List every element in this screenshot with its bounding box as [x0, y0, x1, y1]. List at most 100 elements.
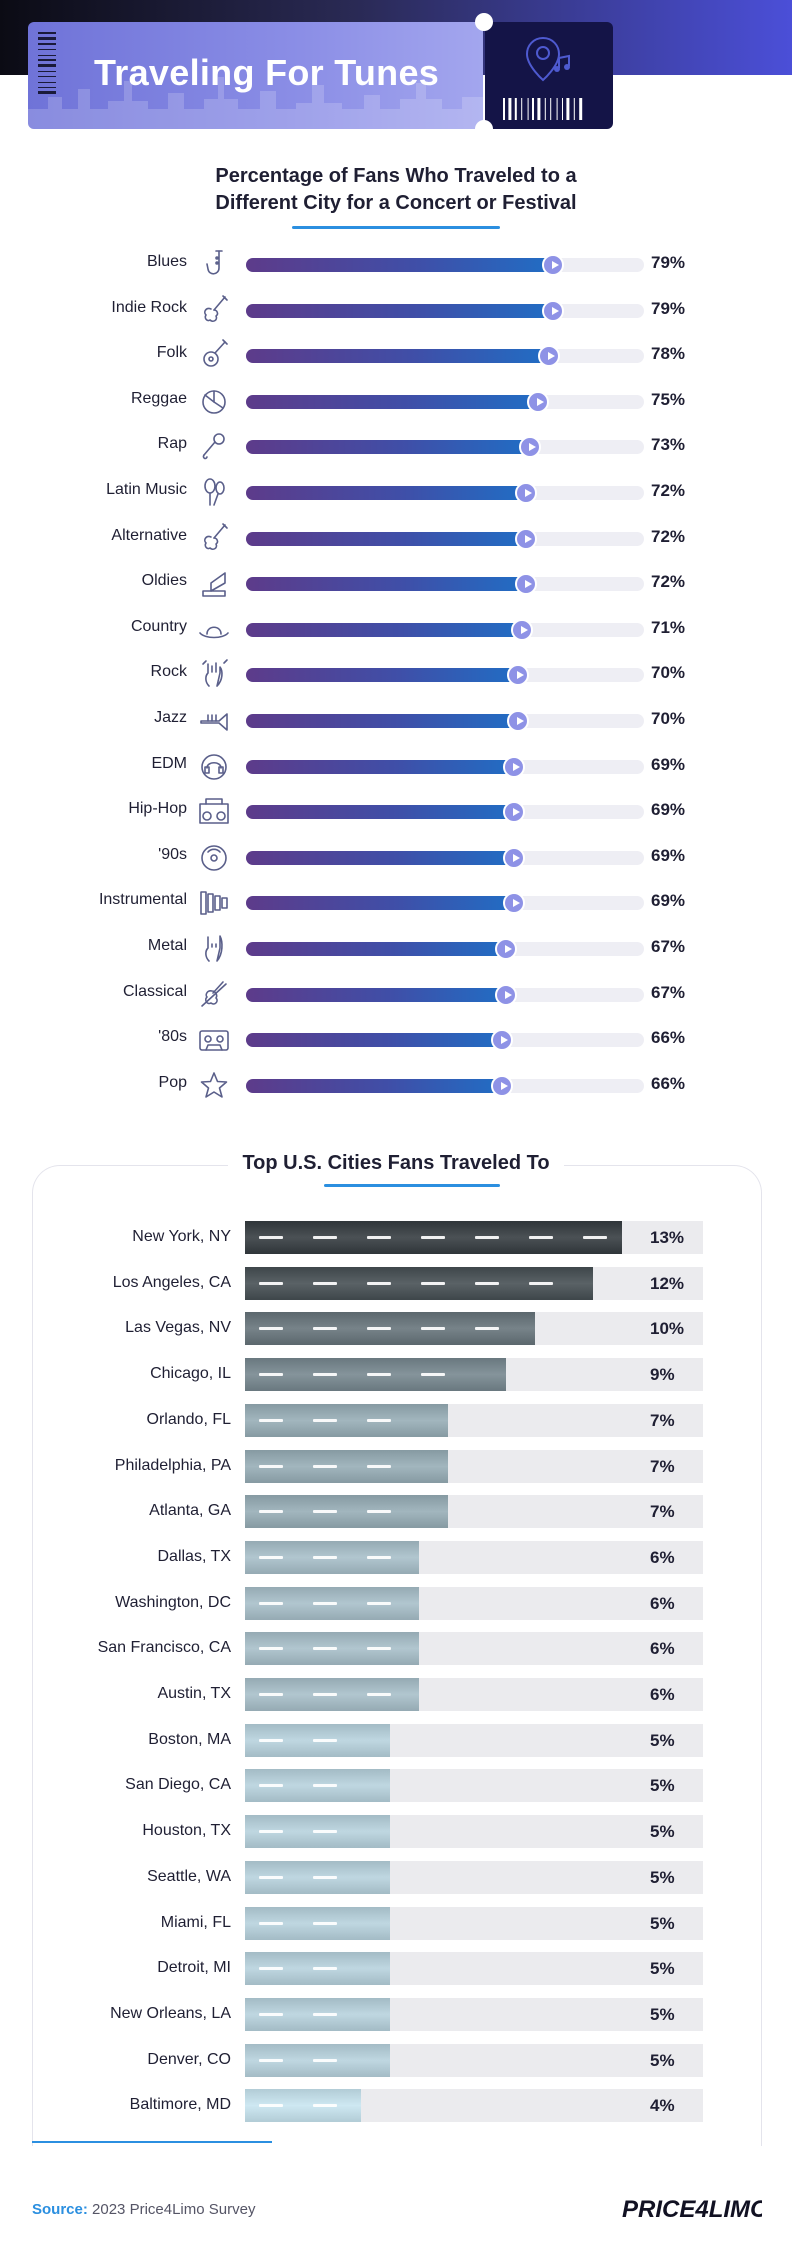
city-label: New Orleans, LA: [110, 2004, 231, 2022]
genre-bar-track: [246, 664, 644, 687]
genre-row: Folk 78%: [0, 339, 792, 371]
road-dash: [313, 1738, 337, 1742]
genre-row: Pop 66%: [0, 1069, 792, 1101]
road-dash: [259, 1236, 283, 1239]
genre-bar: [246, 987, 513, 1002]
gramophone-icon: [202, 572, 226, 597]
genre-row: Classical 67%: [0, 978, 792, 1010]
genre-value-label: 69%: [651, 754, 686, 774]
city-row: San Diego, CA 5%: [0, 1769, 792, 1803]
genre-value-label: 66%: [651, 1028, 686, 1048]
city-bar-track: [245, 1358, 703, 1392]
genre-bar: [246, 486, 533, 500]
city-road-bar: [245, 1632, 419, 1666]
genre-row: Rock 70%: [0, 658, 792, 690]
city-road-bar: [245, 1723, 390, 1757]
trumpet-icon: [200, 713, 228, 731]
city-road-bar: [245, 1540, 419, 1574]
city-row: Dallas, TX 6%: [0, 1540, 792, 1574]
city-row: Atlanta, GA 7%: [0, 1495, 792, 1529]
genre-label: Instrumental: [98, 891, 187, 909]
play-knob-icon: [491, 1074, 513, 1097]
road-dash: [421, 1373, 445, 1377]
road-dash: [313, 1236, 337, 1239]
city-row: Miami, FL 5%: [0, 1906, 792, 1940]
city-row: Orlando, FL 7%: [0, 1403, 792, 1437]
play-knob-icon: [507, 664, 529, 687]
genre-bar-track: [246, 983, 644, 1006]
genre-bar: [246, 577, 533, 592]
genre-bar-track: [246, 390, 644, 413]
genre-value-label: 78%: [651, 344, 686, 364]
city-road-bar: [245, 1769, 390, 1803]
road-dash: [313, 1601, 337, 1605]
city-bar-track: [245, 1860, 703, 1894]
genre-value-label: 72%: [651, 572, 686, 592]
genre-value-label: 67%: [651, 937, 686, 956]
road-dash: [367, 1236, 391, 1239]
road-dash: [313, 1875, 337, 1879]
genre-label: Classical: [122, 982, 187, 1000]
genre-label: '80s: [158, 1028, 187, 1046]
city-bar-track: [245, 1266, 703, 1300]
city-road-bar: [245, 1997, 390, 2031]
road-dash: [367, 1281, 391, 1285]
genre-label: Alternative: [111, 526, 187, 544]
ticket-stub: [485, 22, 613, 129]
road-dash: [583, 1236, 607, 1239]
acoustic-guitar-icon: [203, 339, 228, 367]
genre-value-label: 67%: [651, 982, 686, 1002]
genre-value-label: 70%: [651, 709, 686, 728]
city-row: Chicago, IL 9%: [0, 1358, 792, 1392]
genre-row: Rap 73%: [0, 430, 792, 462]
city-bar-track: [245, 1449, 703, 1483]
genre-bar-track: [246, 299, 644, 322]
city-row: Denver, CO 5%: [0, 2043, 792, 2077]
city-value-label: 6%: [650, 1547, 675, 1567]
logo-text: PRICE4LIMO: [622, 2196, 762, 2223]
city-row: Los Angeles, CA 12%: [0, 1266, 792, 1300]
city-row: Baltimore, MD 4%: [0, 2089, 792, 2123]
genre-bar-track: [246, 254, 644, 276]
road-dash: [313, 1647, 337, 1651]
genre-label: Jazz: [154, 709, 187, 726]
genre-bar-track: [246, 938, 644, 960]
genre-label: Oldies: [141, 572, 187, 590]
road-dash: [259, 1464, 283, 1468]
city-road-bar: [245, 1266, 593, 1300]
city-bar-track: [245, 1769, 703, 1803]
city-row: Austin, TX 6%: [0, 1678, 792, 1711]
genre-value-label: 69%: [651, 845, 686, 865]
road-dash: [367, 1464, 391, 1468]
city-road-bar: [245, 1358, 506, 1392]
city-bar-track: [245, 1952, 703, 1986]
genre-bar: [246, 805, 521, 820]
electric-guitar-icon: [204, 294, 228, 322]
play-knob-icon: [538, 345, 560, 368]
microphone-icon: [202, 433, 225, 460]
road-dash: [313, 1784, 337, 1788]
road-dash: [313, 1418, 337, 1422]
cassette-icon: [199, 1030, 229, 1051]
city-road-bar: [245, 2089, 361, 2123]
city-bar-track: [245, 1495, 703, 1529]
road-dash: [475, 1236, 499, 1239]
city-label: Chicago, IL: [150, 1365, 231, 1383]
city-bar-track: [245, 1586, 703, 1620]
road-dash: [259, 1784, 283, 1788]
genre-row: Metal 67%: [0, 932, 792, 964]
road-dash: [367, 1693, 391, 1696]
road-dash: [367, 1510, 391, 1514]
maracas-icon: [204, 478, 225, 506]
city-label: Los Angeles, CA: [112, 1273, 231, 1291]
title-underline: [292, 226, 500, 229]
play-knob-icon: [511, 618, 533, 641]
play-knob-icon: [515, 482, 537, 504]
drum-icon: [202, 389, 226, 414]
road-dash: [313, 1967, 337, 1971]
genre-label: Rap: [157, 435, 187, 453]
road-dash: [313, 1281, 337, 1285]
city-value-label: 5%: [650, 2004, 675, 2024]
road-dash: [475, 1327, 499, 1331]
genre-bar: [246, 896, 521, 911]
